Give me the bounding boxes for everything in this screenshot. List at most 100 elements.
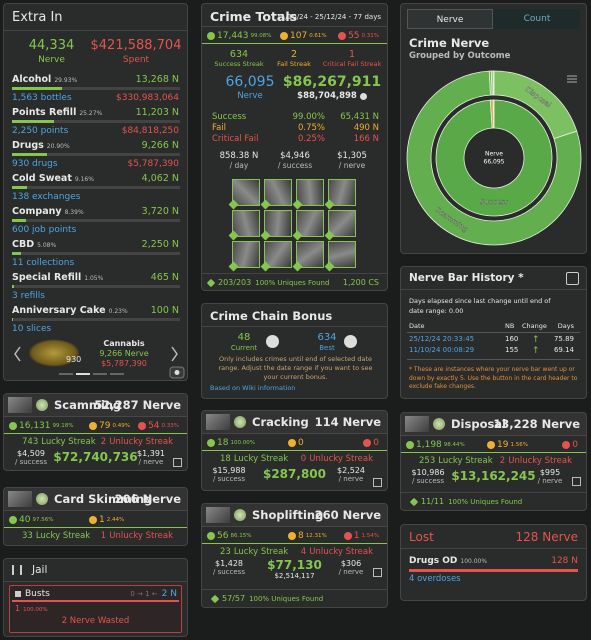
stat-count: 16,131 [19, 421, 51, 431]
eye-button[interactable] [266, 335, 279, 348]
money-total: $77,130 [267, 558, 322, 572]
bar-track [12, 285, 180, 288]
eye-button[interactable] [344, 335, 357, 348]
carousel-cost: $5,787,390 [101, 359, 147, 368]
item-detail: 1,563 bottles [12, 93, 72, 103]
item-pct: 5.08% [37, 242, 57, 249]
lucky-streak: 23 Lucky Streak [220, 547, 288, 557]
outcome-stat: 55 0.31% [338, 31, 379, 41]
card-title: Cracking [252, 415, 309, 429]
card-nerve: 206 Nerve [114, 492, 181, 506]
item-bar [12, 219, 27, 222]
uniques-footer: 203/203 100% Uniques Found [206, 278, 330, 287]
divider [202, 43, 387, 44]
stat-count: 0 [373, 438, 379, 448]
star-icon [324, 230, 335, 241]
date-range: 11/10/24 - 25/12/24 - 77 days [276, 13, 381, 21]
item-name: Alcohol [12, 74, 52, 85]
crime-image [206, 414, 230, 430]
item-name-row: Cold Sweat 9.16% [12, 173, 94, 184]
bar-track [12, 219, 180, 222]
lucky-streak: 253 Lucky Streak [419, 456, 493, 466]
history-cell: 155 [505, 346, 519, 354]
stat-count: 19 [497, 440, 509, 450]
divider [407, 359, 580, 360]
chain-bonus-card: Crime Chain Bonus 48 Current 634 Best Only in… [201, 303, 388, 399]
crime-thumbnail [292, 241, 324, 272]
crime-card: Shoplifting 260 Nerve 56 86.15% 8 12.31% 1 1.54… [201, 503, 388, 608]
item-name-row: Anniversary Cake 0.23% [12, 305, 128, 316]
unlucky-count: 2 [499, 456, 506, 466]
card-header [202, 411, 387, 434]
wiki-link[interactable]: Based on Wiki information [210, 384, 296, 392]
tab-active[interactable]: Nerve [407, 9, 493, 29]
item-pct: 8.39% [64, 209, 84, 216]
rate-label: / success [277, 161, 313, 170]
outcome-stat: 19 1.56% [487, 440, 528, 450]
lost-detail: 4 overdoses [409, 574, 461, 584]
star-icon [260, 261, 271, 272]
tab[interactable]: Count [523, 14, 551, 24]
item-detail: 138 exchanges [12, 192, 81, 202]
crime-icon [433, 418, 445, 430]
unlucky-count: 0 [300, 454, 307, 464]
divider [4, 30, 187, 31]
filter-button[interactable] [566, 272, 579, 285]
crime-image [206, 507, 230, 523]
item-detail: 11 collections [12, 258, 75, 268]
item-name-row: CBD 5.08% [12, 239, 56, 250]
card-header [4, 394, 187, 417]
outcome-pct: 0.75% [297, 123, 325, 133]
star-icon [228, 230, 239, 241]
item-cost: $330,983,064 [116, 93, 179, 103]
chain-best: 634 [317, 332, 337, 343]
lucky-label: Lucky Streak [233, 547, 289, 557]
per-nerve-label: / nerve [338, 568, 364, 576]
carousel-controls[interactable] [4, 334, 189, 380]
uniques-label: 100% Uniques Found [448, 497, 523, 506]
status-icon [288, 439, 296, 447]
unlucky-count: 2 [100, 437, 107, 447]
card-header [202, 504, 387, 527]
money-total: $86,267,911 [282, 74, 382, 90]
stat-pct: 0.31% [361, 33, 379, 39]
unlucky-streak: 4 Unlucky Streak [301, 547, 373, 557]
unlucky-label: Unlucky Streak [109, 531, 173, 541]
star-icon [324, 199, 335, 210]
uniques-label: 100% Uniques Found [255, 278, 330, 287]
cs-total: 1,200 CS [342, 278, 379, 287]
crime-card: Scamming 52,287 Nerve 16,131 99.18% 79 0.49% 5… [3, 393, 188, 471]
column-header: Date [409, 322, 425, 330]
busts-count: 1 [15, 604, 21, 613]
crime-image [8, 397, 32, 413]
center-value: 66,095 [484, 159, 505, 166]
status-icon [210, 594, 220, 603]
rate-label: / day [229, 161, 249, 170]
outcome-nerve: 166 N [353, 134, 379, 144]
stat-count: 55 [348, 31, 360, 41]
status-icon [9, 516, 17, 524]
bar-track [12, 252, 180, 255]
bar-track [12, 186, 180, 189]
lucky-label: Lucky Streak [35, 531, 91, 541]
divider [401, 452, 586, 453]
unlucky-label: Unlucky Streak [109, 437, 173, 447]
center-label: Nerve [485, 151, 503, 158]
item-name: Anniversary Cake [12, 305, 106, 316]
history-cell: 25/12/24 20:33:45 [409, 335, 475, 343]
carousel-image [28, 339, 80, 367]
status-icon [207, 32, 215, 40]
status-icon [89, 422, 97, 430]
outcome-stat: 54 0.33% [138, 421, 179, 431]
rate-label: / nerve [338, 161, 366, 170]
crime-card: Disposal 13,228 Nerve 1,198 98.44% 19 1.56% 0 2… [400, 412, 587, 511]
outcome-name: Critical Fail [212, 134, 259, 144]
crime-thumbnail [324, 241, 356, 272]
status-icon [207, 532, 215, 540]
busts-flow-text: 0 → 1 ← [130, 590, 158, 598]
crime-thumbnail [292, 210, 324, 241]
crime-image [8, 491, 32, 507]
lucky-count: 253 [419, 456, 436, 466]
lucky-streak: 18 Lucky Streak [220, 454, 288, 464]
item-pct: 25.27% [79, 110, 103, 117]
